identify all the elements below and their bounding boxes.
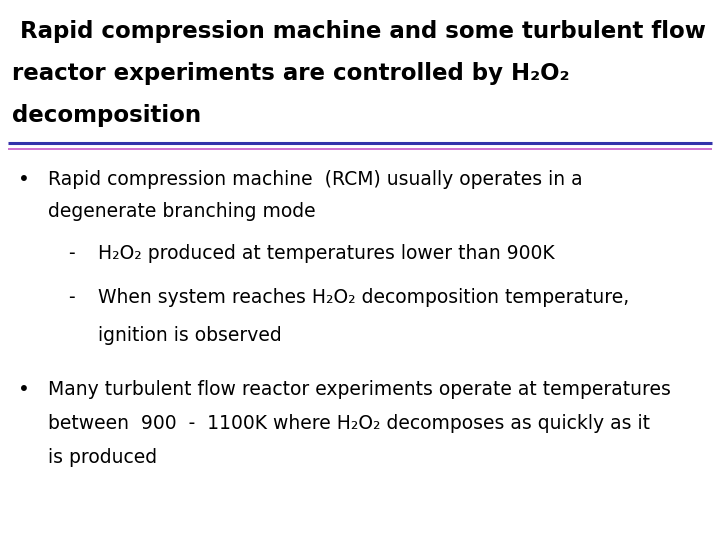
Text: reactor experiments are controlled by H₂O₂: reactor experiments are controlled by H₂… xyxy=(12,62,570,85)
Text: Rapid compression machine and some turbulent flow: Rapid compression machine and some turbu… xyxy=(12,20,706,43)
Text: between  900  -  1100K where H₂O₂ decomposes as quickly as it: between 900 - 1100K where H₂O₂ decompose… xyxy=(48,414,650,433)
Text: degenerate branching mode: degenerate branching mode xyxy=(48,202,315,221)
Text: H₂O₂ produced at temperatures lower than 900K: H₂O₂ produced at temperatures lower than… xyxy=(98,244,554,263)
Text: -: - xyxy=(68,244,75,263)
Text: decomposition: decomposition xyxy=(12,104,201,127)
Text: Rapid compression machine  (RCM) usually operates in a: Rapid compression machine (RCM) usually … xyxy=(48,170,582,189)
Text: When system reaches H₂O₂ decomposition temperature,: When system reaches H₂O₂ decomposition t… xyxy=(98,288,629,307)
Text: •: • xyxy=(18,380,30,399)
Text: ignition is observed: ignition is observed xyxy=(98,326,282,345)
Text: •: • xyxy=(18,170,30,189)
Text: is produced: is produced xyxy=(48,448,157,467)
Text: -: - xyxy=(68,288,75,307)
Text: Many turbulent flow reactor experiments operate at temperatures: Many turbulent flow reactor experiments … xyxy=(48,380,671,399)
